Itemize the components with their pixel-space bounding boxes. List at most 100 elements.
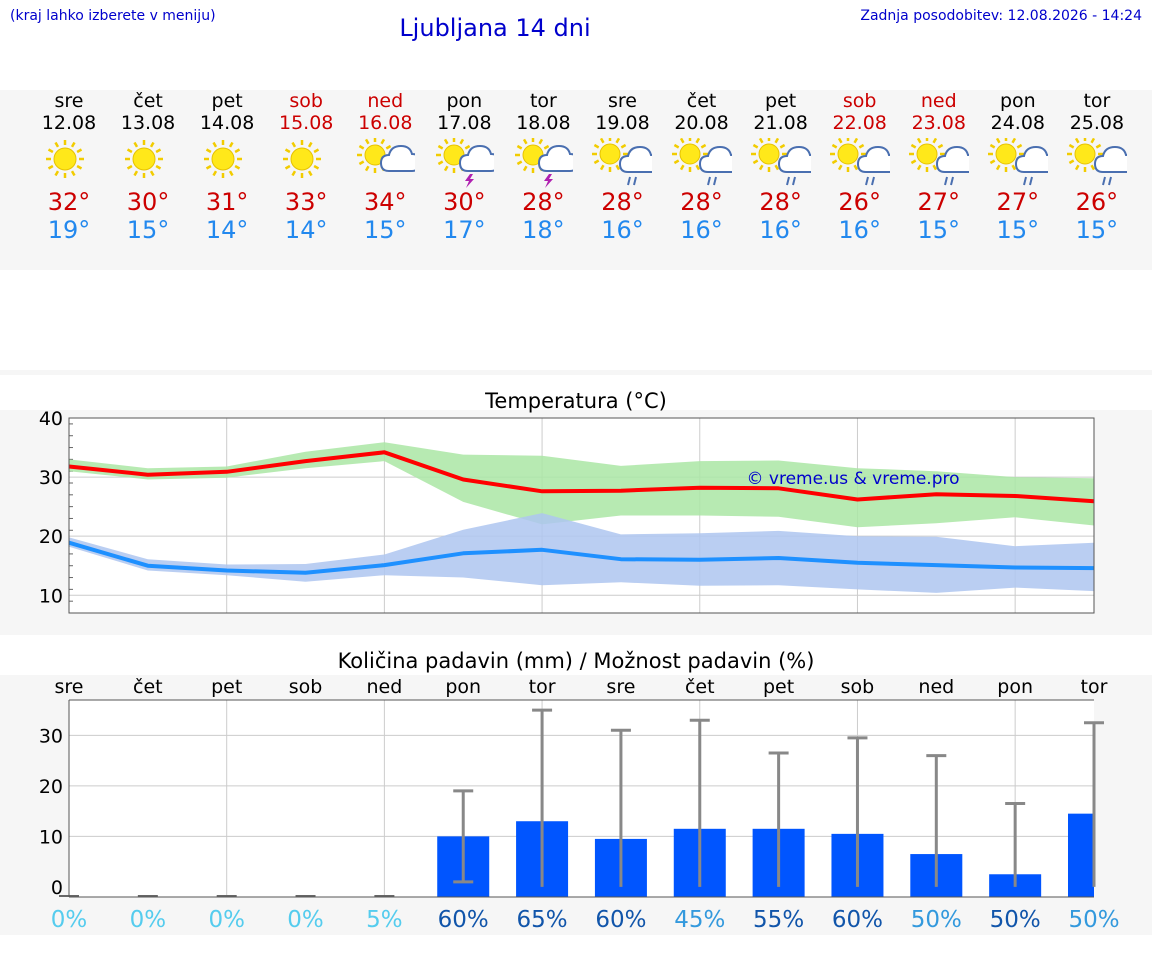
forecast-day-name: sre (607, 90, 637, 112)
forecast-date: 15.08 (279, 112, 334, 134)
max-temperature: 26° (1075, 188, 1119, 216)
location-menu-hint[interactable]: (kraj lahko izberete v meniju) (10, 8, 216, 24)
precipitation-probability: 0% (208, 907, 245, 933)
precipitation-probability: 50% (1068, 907, 1119, 933)
forecast-day: sob 22.08 26° 16° (822, 90, 898, 244)
rain-icon (743, 138, 819, 188)
forecast-day: ned 16.08 34° 15° (347, 90, 423, 244)
x-category-label: ned (918, 676, 954, 698)
max-temperature: 30° (443, 188, 486, 216)
min-temperature: 14° (205, 216, 249, 244)
divider (0, 370, 1152, 375)
precipitation-bar (1068, 813, 1094, 897)
x-category-label: tor (1081, 676, 1108, 698)
x-category-label: tor (529, 676, 556, 698)
min-temperature: 15° (363, 216, 407, 244)
rain-icon (1059, 138, 1135, 188)
forecast-day: pet 14.08 31° 14° (189, 90, 265, 244)
forecast-day: sob 15.08 33° 14° (268, 90, 344, 244)
min-temperature: 15° (917, 216, 961, 244)
plot-frame (68, 417, 1095, 614)
min-temperature: 15° (1075, 216, 1119, 244)
x-category-label: sob (289, 676, 323, 698)
y-tick-label: 10 (39, 585, 63, 607)
forecast-day-name: čet (686, 90, 717, 112)
max-temperature: 34° (363, 188, 407, 216)
x-category-label: pon (997, 676, 1033, 698)
max-temperature: 26° (838, 188, 881, 216)
forecast-date: 22.08 (832, 112, 887, 134)
forecast-day: pon 24.08 27° 15° (980, 90, 1056, 244)
min-temperature: 14° (284, 216, 328, 244)
precipitation-probability: 50% (911, 907, 962, 933)
x-category-label: sre (55, 676, 84, 698)
forecast-day-name: sob (289, 90, 323, 112)
precipitation-probability: 5% (366, 907, 403, 933)
forecast-day: ned 23.08 27° 15° (901, 90, 977, 244)
rain-icon (901, 138, 977, 188)
temperature-chart-title: Temperatura (°C) (485, 389, 667, 413)
page-title: Ljubljana 14 dni (399, 14, 591, 42)
max-temperature: 27° (917, 188, 961, 216)
precipitation-probability: 60% (438, 907, 489, 933)
forecast-day-name: sre (54, 90, 84, 112)
precipitation-probability: 0% (130, 907, 167, 933)
max-temperature: 28° (522, 188, 565, 216)
forecast-date: 20.08 (674, 112, 729, 134)
precipitation-probability: 60% (595, 907, 646, 933)
thunderstorm-icon (505, 138, 581, 188)
precipitation-probability: 65% (517, 907, 568, 933)
min-temperature: 18° (522, 216, 565, 244)
min-temperature: 16° (680, 216, 723, 244)
y-tick-label: 20 (39, 526, 63, 548)
temperature-chart: 10 20 30 40 © vreme.us & vreme.pro (39, 410, 1095, 614)
x-category-label: pet (211, 676, 242, 698)
sun-icon (110, 138, 186, 188)
forecast-day-name: ned (920, 90, 957, 112)
max-temperature: 31° (205, 188, 249, 216)
forecast-day-name: tor (529, 90, 557, 112)
forecast-day: čet 20.08 28° 16° (664, 90, 740, 244)
temperature-line (68, 540, 1095, 575)
forecast-day: tor 25.08 26° 15° (1059, 90, 1135, 244)
forecast-day: sre 19.08 28° 16° (584, 90, 660, 244)
max-temperature: 32° (47, 188, 91, 216)
forecast-day: pon 17.08 30° 17° (426, 90, 502, 244)
last-update-timestamp: Zadnja posodobitev: 12.08.2026 - 14:24 (860, 8, 1142, 24)
forecast-day-name: ned (367, 90, 404, 112)
temperature-range-band (69, 442, 1094, 528)
min-temperature: 19° (47, 216, 91, 244)
min-temperature: 15° (996, 216, 1040, 244)
precipitation-probability: 55% (753, 907, 804, 933)
forecast-date: 23.08 (911, 112, 966, 134)
min-temperature: 16° (759, 216, 802, 244)
watermark: © vreme.us & vreme.pro (746, 469, 959, 489)
x-category-label: čet (133, 676, 163, 698)
x-category-label: sob (841, 676, 875, 698)
sun-cloud-icon (347, 138, 423, 188)
forecast-day-name: pet (211, 90, 243, 112)
forecast-day-name: pet (765, 90, 797, 112)
precipitation-probability: 0% (287, 907, 324, 933)
max-temperature: 28° (601, 188, 644, 216)
x-category-label: pet (763, 676, 794, 698)
forecast-day-name: pon (999, 90, 1036, 112)
y-tick-label: 30 (39, 725, 63, 747)
precipitation-probability: 60% (832, 907, 883, 933)
forecast-date: 12.08 (41, 112, 97, 134)
min-temperature: 17° (443, 216, 486, 244)
temperature-line (68, 450, 1095, 504)
forecast-date: 24.08 (990, 112, 1046, 134)
precipitation-probability: 0% (51, 907, 88, 933)
max-temperature: 27° (996, 188, 1040, 216)
sun-icon (189, 138, 265, 188)
forecast-date: 25.08 (1069, 112, 1125, 134)
forecast-day-name: sob (842, 90, 877, 112)
forecast-date: 18.08 (516, 112, 571, 134)
min-temperature: 15° (126, 216, 170, 244)
y-tick-label: 20 (39, 776, 63, 798)
min-temperature: 16° (601, 216, 644, 244)
forecast-date: 16.08 (358, 112, 413, 134)
daily-forecast-strip: sre 12.08 32° 19° čet 13.08 30° 15° pet 14.08 31° 1… (0, 90, 1152, 270)
forecast-day-name: pon (446, 90, 483, 112)
